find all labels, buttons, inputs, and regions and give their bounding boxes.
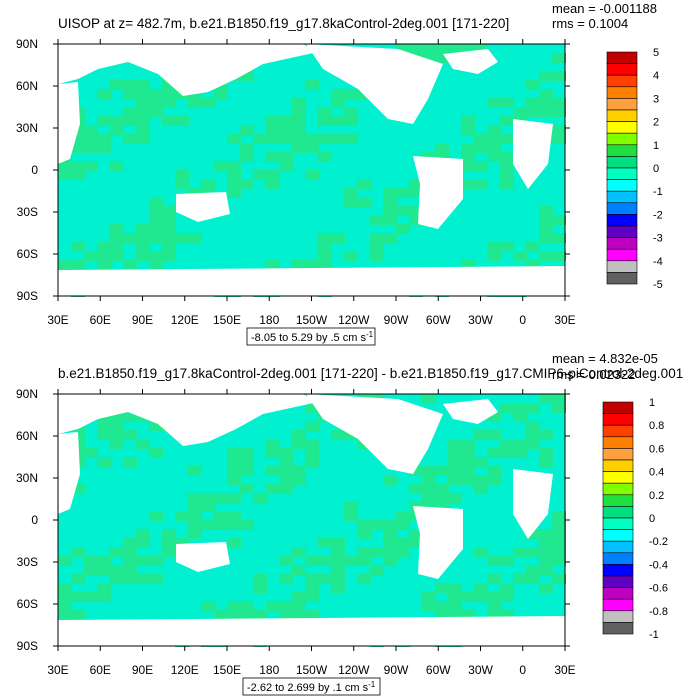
svg-text:2: 2 — [653, 117, 659, 129]
svg-text:-1: -1 — [649, 629, 659, 641]
panel-2-y-ticks: 90N 60N 30N 0 30S 60S 90S — [16, 387, 570, 653]
svg-text:-0.6: -0.6 — [649, 583, 668, 595]
svg-text:30E: 30E — [554, 663, 575, 677]
svg-text:120W: 120W — [338, 663, 370, 677]
svg-text:60S: 60S — [17, 247, 38, 261]
svg-text:0.2: 0.2 — [649, 490, 664, 502]
svg-text:0: 0 — [653, 163, 659, 175]
svg-text:60E: 60E — [90, 663, 111, 677]
svg-text:180: 180 — [259, 313, 279, 327]
svg-text:30W: 30W — [468, 663, 493, 677]
svg-text:3: 3 — [653, 93, 659, 105]
panel-1-title: UISOP at z= 482.7m, b.e21.B1850.f19_g17.… — [58, 16, 509, 31]
svg-text:90W: 90W — [384, 313, 409, 327]
panel-1-colorbar-labels: 5 4 3 2 1 0 -1 -2 -3 -4 -5 — [653, 47, 663, 291]
svg-text:0.4: 0.4 — [649, 467, 664, 479]
svg-text:-1: -1 — [653, 186, 663, 198]
svg-text:1: 1 — [649, 397, 655, 409]
svg-text:60N: 60N — [16, 429, 38, 443]
svg-text:180: 180 — [259, 663, 279, 677]
svg-text:90N: 90N — [16, 37, 38, 51]
svg-text:30S: 30S — [17, 555, 38, 569]
panel-1-y-ticks: 90N 60N 30N 0 30S 60S 90S — [16, 37, 570, 303]
svg-text:-0.8: -0.8 — [649, 606, 668, 618]
svg-text:90E: 90E — [132, 663, 153, 677]
svg-text:60W: 60W — [426, 313, 451, 327]
panel-2-info-text: -2.62 to 2.699 by .1 cm s-1 — [247, 680, 376, 694]
svg-text:0.6: 0.6 — [649, 443, 664, 455]
svg-text:-0.2: -0.2 — [649, 536, 668, 548]
svg-text:-5: -5 — [653, 279, 663, 291]
svg-text:30N: 30N — [16, 121, 38, 135]
panel-1-rms: rms = 0.1004 — [552, 16, 628, 31]
panel-1-x-ticks: 30E 60E 90E 120E 150E 180 150W 120W 90W 60W 30W 0 30… — [47, 39, 576, 327]
svg-text:30W: 30W — [468, 313, 493, 327]
panel-1-info-sup: -1 — [366, 330, 374, 339]
panel-1: UISOP at z= 482.7m, b.e21.B1850.f19_g17.… — [16, 1, 663, 346]
svg-text:-0.4: -0.4 — [649, 559, 668, 571]
panel-1-info-text: -8.05 to 5.29 by .5 cm s-1 — [251, 330, 374, 344]
panel-1-colorbar — [606, 51, 638, 285]
panel-2-info-label: -2.62 to 2.699 by .1 cm s-1 — [242, 677, 381, 696]
svg-text:90W: 90W — [384, 663, 409, 677]
svg-text:4: 4 — [653, 70, 659, 82]
svg-text:120E: 120E — [171, 313, 199, 327]
panel-1-info-main: -8.05 to 5.29 by .5 cm s — [251, 332, 366, 344]
svg-text:120E: 120E — [171, 663, 199, 677]
svg-text:60W: 60W — [426, 663, 451, 677]
panel-1-map — [58, 44, 566, 297]
svg-text:120W: 120W — [338, 313, 370, 327]
svg-text:-3: -3 — [653, 233, 663, 245]
svg-text:0: 0 — [31, 163, 38, 177]
svg-text:60S: 60S — [17, 597, 38, 611]
panel-1-mean: mean = -0.001188 — [552, 1, 657, 16]
svg-text:0: 0 — [649, 513, 655, 525]
svg-text:90S: 90S — [17, 289, 38, 303]
svg-text:90S: 90S — [17, 639, 38, 653]
panel-1-info-label: -8.05 to 5.29 by .5 cm s-1 — [246, 327, 376, 346]
panel-2-rms: rms = 0.02322 — [552, 367, 635, 382]
svg-text:60E: 60E — [90, 313, 111, 327]
svg-text:0: 0 — [519, 663, 526, 677]
svg-text:90E: 90E — [132, 313, 153, 327]
panel-2-colorbar — [602, 401, 634, 635]
panel-2-info-sup: -1 — [368, 680, 376, 689]
svg-text:0: 0 — [519, 313, 526, 327]
panel-2-info-main: -2.62 to 2.699 by .1 cm s — [247, 682, 369, 694]
svg-text:1: 1 — [653, 140, 659, 152]
svg-text:5: 5 — [653, 47, 659, 59]
panel-2-title: b.e21.B1850.f19_g17.8kaControl-2deg.001 … — [58, 366, 683, 381]
svg-text:0: 0 — [31, 513, 38, 527]
svg-text:0.8: 0.8 — [649, 420, 664, 432]
svg-text:150W: 150W — [296, 663, 328, 677]
svg-text:60N: 60N — [16, 79, 38, 93]
svg-text:150E: 150E — [213, 313, 241, 327]
svg-text:30E: 30E — [47, 313, 68, 327]
svg-text:150W: 150W — [296, 313, 328, 327]
svg-text:30N: 30N — [16, 471, 38, 485]
svg-text:-2: -2 — [653, 209, 663, 221]
panel-2-colorbar-labels: 1 0.8 0.6 0.4 0.2 0 -0.2 -0.4 -0.6 -0.8 -1 — [649, 397, 668, 641]
panel-2-map — [58, 394, 566, 647]
svg-text:30S: 30S — [17, 205, 38, 219]
svg-text:150E: 150E — [213, 663, 241, 677]
panel-2-x-ticks: 30E 60E 90E 120E 150E 180 150W 120W 90W 60W 30W 0 30… — [47, 389, 576, 677]
svg-text:90N: 90N — [16, 387, 38, 401]
panel-2: b.e21.B1850.f19_g17.8kaControl-2deg.001 … — [16, 351, 683, 696]
svg-text:-4: -4 — [653, 256, 663, 268]
svg-text:30E: 30E — [47, 663, 68, 677]
panel-2-mean: mean = 4.832e-05 — [552, 351, 658, 366]
svg-text:30E: 30E — [554, 313, 575, 327]
